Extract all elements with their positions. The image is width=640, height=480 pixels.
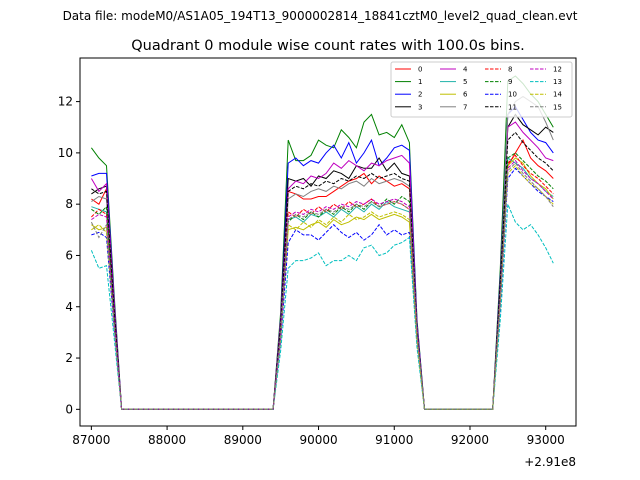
legend-label-14: 14 (553, 91, 562, 99)
legend-label-15: 15 (553, 103, 562, 111)
legend-label-3: 3 (418, 103, 422, 111)
series-line-7 (91, 95, 554, 410)
y-tick-label: 8 (65, 197, 73, 211)
series-line-10 (91, 167, 554, 410)
y-tick-label: 4 (65, 300, 73, 314)
legend-label-6: 6 (463, 91, 468, 99)
y-tick-label: 12 (58, 95, 73, 109)
y-tick-label: 6 (65, 248, 73, 262)
series-line-4 (90, 121, 554, 410)
series-line-15 (90, 162, 554, 410)
series-line-14 (91, 164, 554, 410)
x-axis: 87000 88000 89000 90000 91000 92000 93000 (72, 426, 565, 447)
x-tick-label: 87000 (72, 433, 110, 447)
chart-suptitle: Data file: modeM0/AS1A05_194T13_90000028… (63, 9, 578, 23)
series-line-11 (91, 131, 554, 410)
series-line-2 (91, 105, 554, 410)
series-line-8 (91, 154, 554, 410)
series-line-5 (91, 157, 554, 410)
legend-label-4: 4 (463, 66, 468, 74)
chart-title: Quadrant 0 module wise count rates with … (131, 38, 525, 54)
y-tick-label: 2 (65, 351, 73, 365)
legend-label-9: 9 (508, 78, 512, 86)
legend-label-11: 11 (508, 103, 517, 111)
plot-frame (79, 57, 577, 427)
y-axis: 0 2 4 6 8 10 12 (58, 95, 80, 416)
legend-label-1: 1 (418, 78, 422, 86)
x-offset-label: +2.91e8 (524, 455, 576, 469)
series-line-0 (91, 138, 554, 410)
legend-box (390, 61, 573, 118)
y-tick-label: 0 (65, 402, 73, 416)
series-line-1 (90, 75, 554, 410)
series-line-6 (91, 157, 554, 410)
legend-label-2: 2 (418, 91, 422, 99)
legend-label-0: 0 (418, 66, 422, 74)
series-line-13 (90, 204, 554, 410)
x-tick-label: 88000 (148, 433, 186, 447)
legend-label-5: 5 (463, 78, 467, 86)
series-line-12 (91, 159, 554, 410)
legend-label-7: 7 (463, 103, 467, 111)
plot-lines (90, 75, 554, 410)
x-tick-label: 90000 (299, 433, 337, 447)
legend-label-13: 13 (553, 78, 562, 86)
y-tick-label: 10 (58, 146, 73, 160)
x-tick-label: 93000 (527, 433, 565, 447)
series-line-9 (91, 152, 554, 410)
x-tick-label: 92000 (451, 433, 489, 447)
x-tick-label: 91000 (375, 433, 413, 447)
legend-label-12: 12 (553, 66, 562, 74)
legend-label-10: 10 (508, 91, 517, 99)
legend-label-8: 8 (508, 66, 512, 74)
x-tick-label: 89000 (224, 433, 262, 447)
